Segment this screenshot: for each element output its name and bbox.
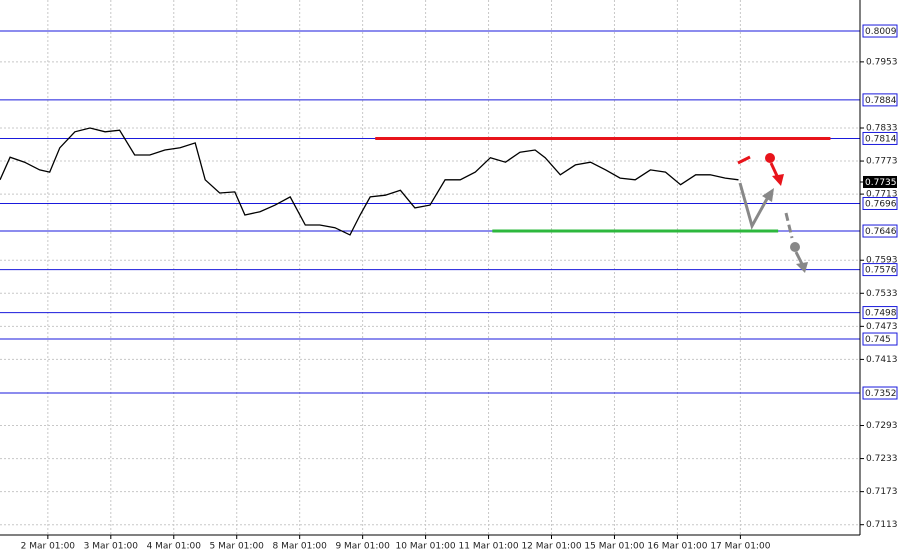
y-tick-label: 0.7953 [866, 57, 898, 67]
x-tick-label: 5 Mar 01:00 [210, 542, 265, 552]
level-label: 0.7646 [865, 227, 897, 237]
y-tick-label: 0.7113 [866, 520, 898, 530]
y-tick-label: 0.7173 [866, 487, 898, 497]
y-tick-label: 0.7833 [866, 123, 898, 133]
x-tick-label: 10 Mar 01:00 [396, 542, 456, 552]
y-tick-label: 0.7593 [866, 256, 898, 266]
level-label: 0.8009 [865, 27, 897, 37]
level-label-box [862, 263, 898, 277]
x-tick-label: 15 Mar 01:00 [584, 542, 644, 552]
y-tick-label: 0.7533 [866, 289, 898, 299]
level-label-box [862, 386, 898, 400]
arrow [784, 212, 794, 239]
y-tick-label: 0.7293 [866, 421, 898, 431]
level-label-box [862, 131, 898, 145]
arrow-head [762, 188, 774, 202]
x-tick-label: 4 Mar 01:00 [147, 542, 202, 552]
x-tick-label: 2 Mar 01:00 [21, 542, 76, 552]
x-tick-label: 9 Mar 01:00 [335, 542, 390, 552]
level-label-box [862, 93, 898, 107]
level-label-box [862, 332, 898, 346]
level-label-box [862, 24, 898, 38]
arrow [738, 182, 770, 230]
x-tick-label: 8 Mar 01:00 [272, 542, 327, 552]
arrow-dot [765, 153, 775, 163]
x-tick-label: 17 Mar 01:00 [710, 542, 770, 552]
arrow [737, 155, 751, 165]
current-price-box [863, 175, 897, 188]
arrow-head [772, 174, 784, 186]
level-label: 0.7576 [865, 266, 897, 276]
x-tick-label: 3 Mar 01:00 [84, 542, 139, 552]
forecast-arrows [737, 153, 808, 273]
current-price-label: 0.7735 [865, 178, 897, 188]
y-tick-label: 0.7713 [866, 190, 898, 200]
level-label: 0.745 [865, 335, 891, 345]
y-tick-label: 0.7773 [866, 157, 898, 167]
x-tick-label: 11 Mar 01:00 [459, 542, 519, 552]
y-tick-label: 0.7233 [866, 454, 898, 464]
y-tick-label: 0.7473 [866, 322, 898, 332]
x-tick-label: 12 Mar 01:00 [521, 542, 581, 552]
level-label: 0.7814 [865, 134, 897, 144]
arrow-dot [790, 242, 800, 252]
level-label: 0.7696 [865, 199, 897, 209]
arrow-head [796, 262, 808, 273]
level-label-box [862, 196, 898, 210]
arrow [794, 251, 804, 265]
level-label: 0.7884 [865, 96, 897, 106]
y-tick-label: 0.7413 [866, 355, 898, 365]
price-line [0, 127, 739, 236]
level-label: 0.7352 [865, 389, 897, 399]
level-label-box [862, 224, 898, 238]
level-label: 0.7498 [865, 309, 897, 319]
x-tick-label: 16 Mar 01:00 [647, 542, 707, 552]
level-label-box [862, 306, 898, 320]
